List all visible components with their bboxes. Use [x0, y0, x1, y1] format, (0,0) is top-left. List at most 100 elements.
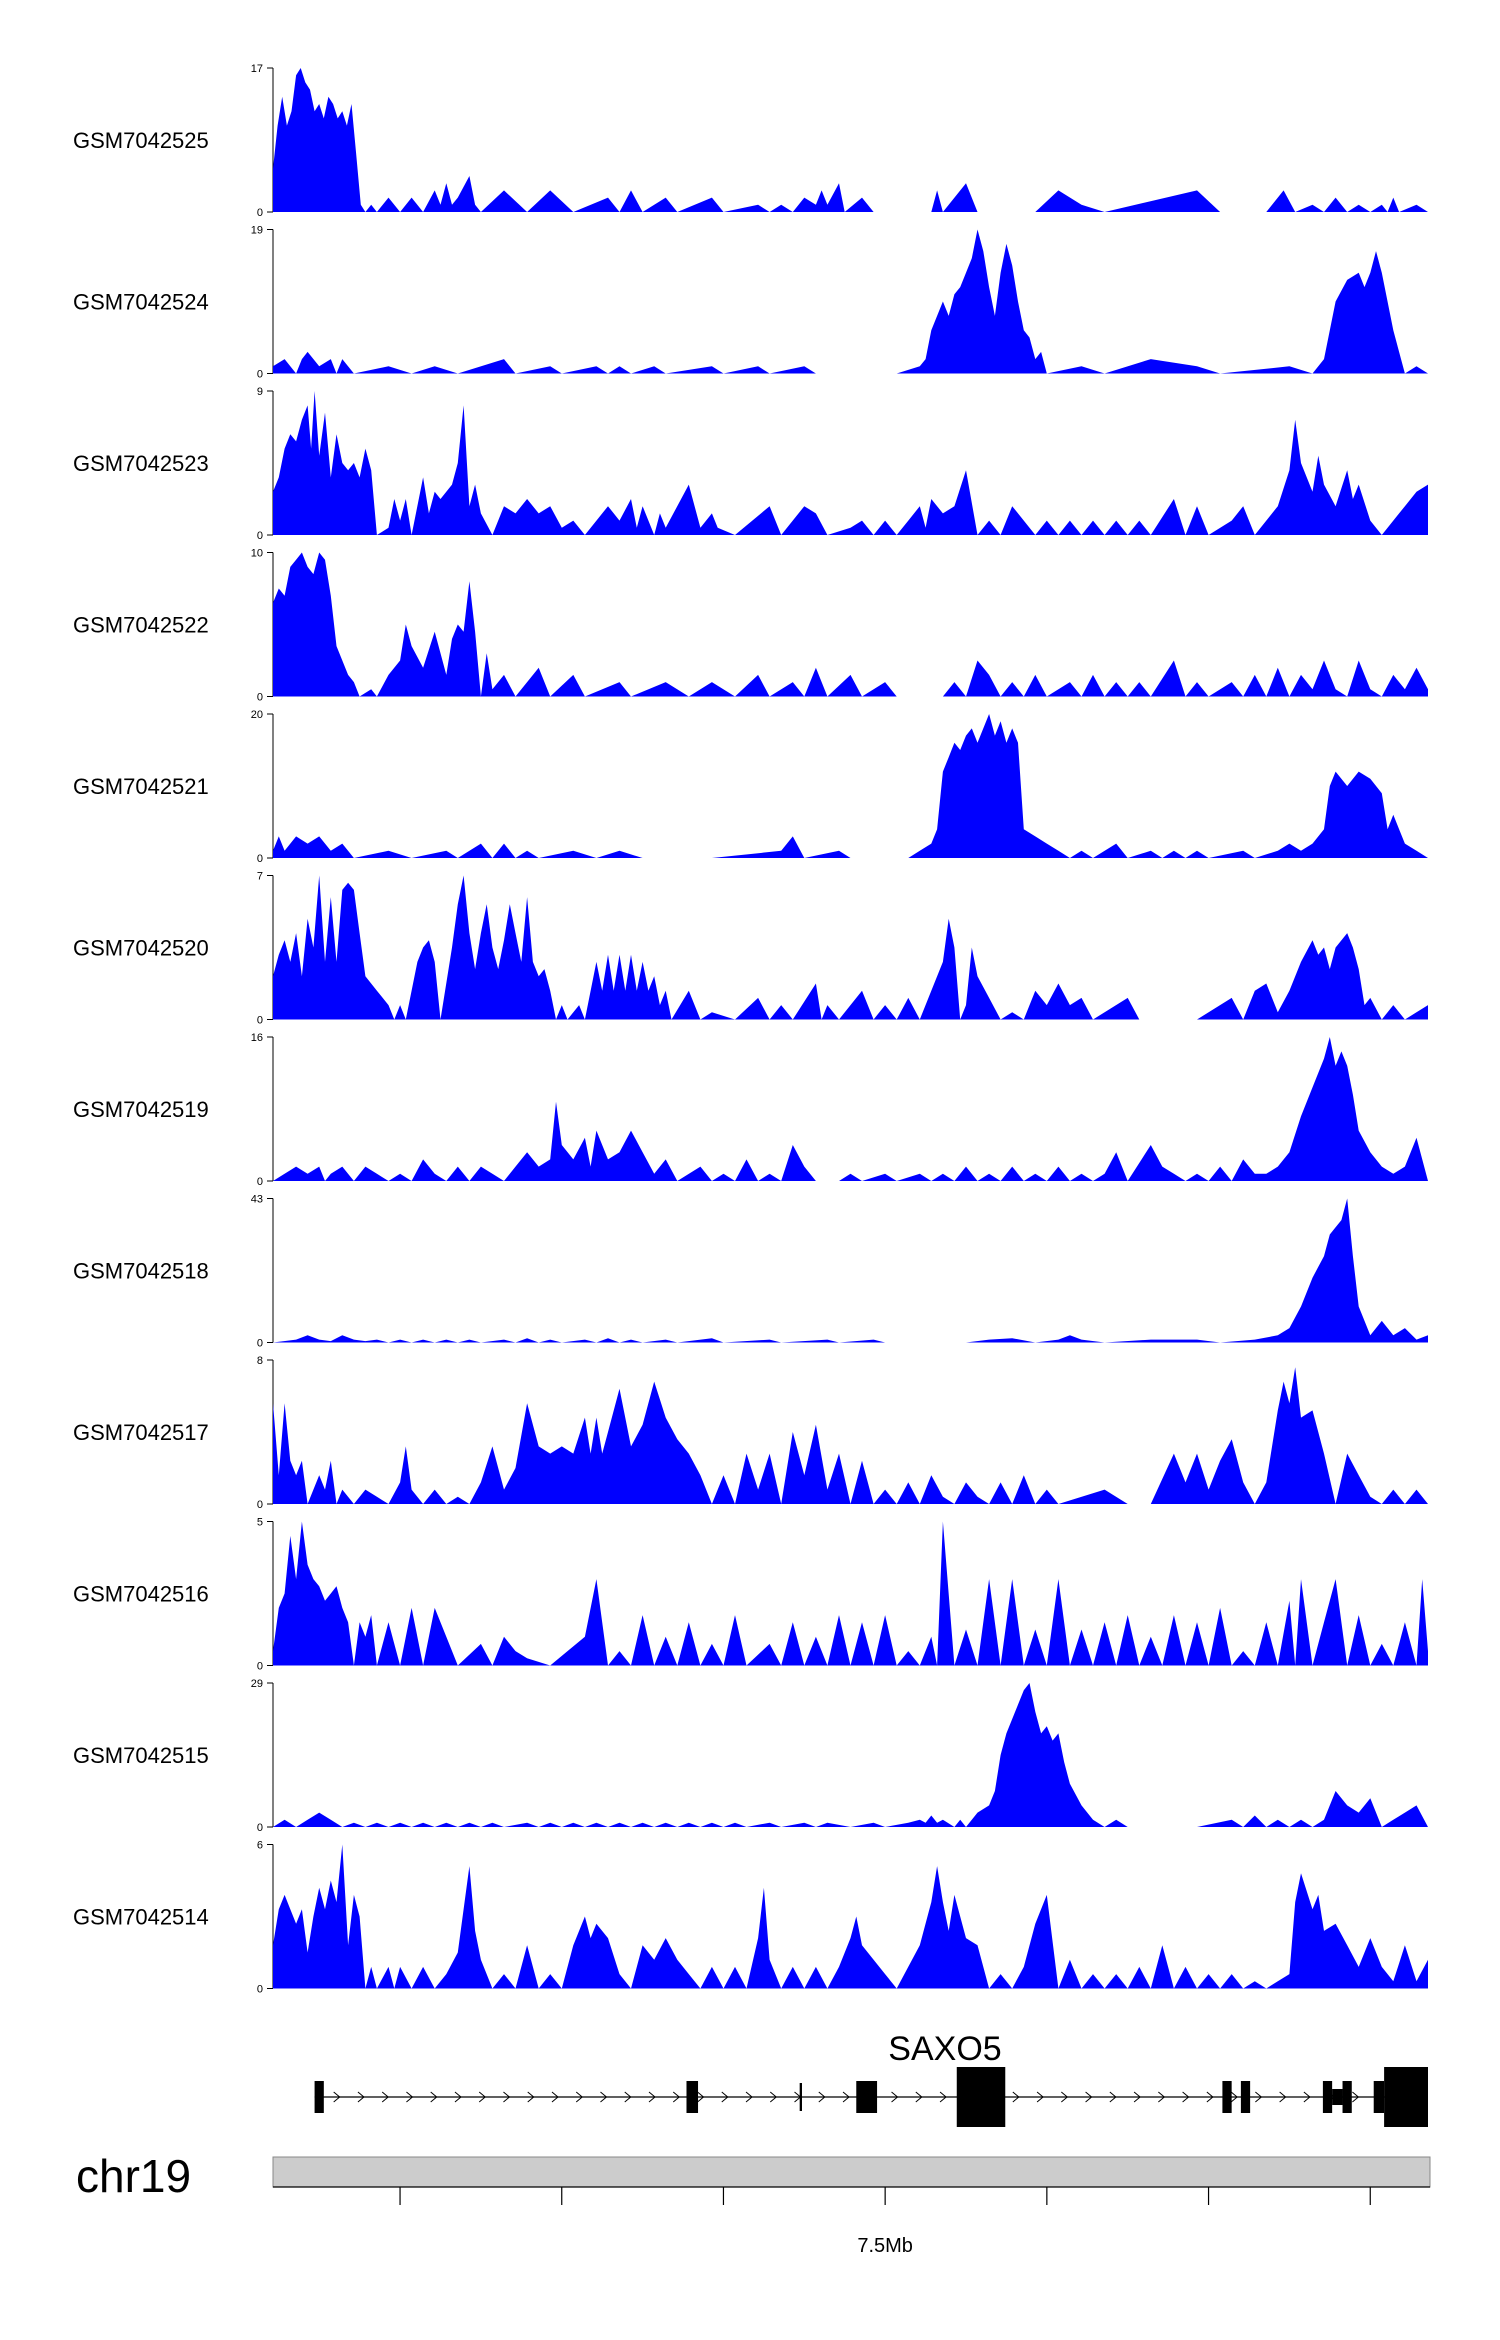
strand-arrow	[624, 2091, 632, 2103]
coverage-area	[273, 1198, 1428, 1343]
y-min-label: 0	[257, 1661, 263, 1673]
strand-arrow	[600, 2091, 608, 2103]
y-max-label: 16	[251, 1032, 263, 1044]
y-max-label: 19	[251, 225, 263, 237]
exon	[314, 2081, 324, 2113]
track-label: GSM7042519	[73, 1097, 209, 1122]
strand-arrow	[1303, 2091, 1311, 2103]
strand-arrow	[333, 2091, 341, 2103]
y-min-label: 0	[257, 1499, 263, 1511]
strand-arrow	[454, 2091, 462, 2103]
axis-tick-label: 7.5Mb	[857, 2235, 913, 2257]
coverage-track: GSM7042522 10 0	[73, 548, 1428, 704]
y-max-label: 6	[257, 1840, 263, 1852]
strand-arrow	[1230, 2091, 1238, 2103]
track-label: GSM7042520	[73, 936, 209, 961]
strand-arrow	[1352, 2091, 1360, 2103]
strand-arrow	[1279, 2091, 1287, 2103]
coverage-area	[273, 1683, 1428, 1827]
y-max-label: 8	[257, 1355, 263, 1367]
coverage-track: GSM7042521 20 0	[73, 709, 1428, 865]
coverage-track: GSM7042517 8 0	[73, 1355, 1428, 1511]
track-label: GSM7042525	[73, 128, 209, 153]
y-min-label: 0	[257, 1822, 263, 1834]
strand-arrow	[1036, 2091, 1044, 2103]
y-min-label: 0	[257, 692, 263, 704]
exon	[1240, 2081, 1251, 2113]
y-min-label: 0	[257, 207, 263, 219]
y-max-label: 29	[251, 1678, 263, 1690]
strand-arrow	[648, 2091, 656, 2103]
strand-arrow	[357, 2091, 365, 2103]
strand-arrow	[1158, 2091, 1166, 2103]
strand-arrow	[430, 2091, 438, 2103]
strand-arrow	[697, 2091, 705, 2103]
y-max-label: 7	[257, 871, 263, 883]
track-label: GSM7042523	[73, 451, 209, 476]
coverage-area	[273, 391, 1428, 535]
strand-arrow	[406, 2091, 414, 2103]
strand-arrow	[1061, 2091, 1069, 2103]
coverage-track: GSM7042520 7 0	[73, 871, 1428, 1027]
strand-arrow	[745, 2091, 753, 2103]
y-min-label: 0	[257, 1338, 263, 1350]
strand-arrow	[503, 2091, 511, 2103]
strand-arrow	[1206, 2091, 1214, 2103]
coverage-area	[273, 229, 1428, 374]
y-max-label: 9	[257, 386, 263, 398]
exon	[799, 2083, 802, 2111]
track-label: GSM7042515	[73, 1743, 209, 1768]
exon-coding	[1384, 2067, 1428, 2127]
y-min-label: 0	[257, 853, 263, 865]
coverage-track: GSM7042514 6 0	[73, 1840, 1428, 1996]
coverage-track: GSM7042519 16 0	[73, 1032, 1428, 1188]
coverage-area	[273, 1037, 1428, 1181]
y-min-label: 0	[257, 369, 263, 381]
coverage-track: GSM7042516 5 0	[73, 1517, 1428, 1673]
coverage-area	[273, 1844, 1428, 1989]
strand-arrow	[1012, 2091, 1020, 2103]
track-label: GSM7042524	[73, 290, 209, 315]
y-max-label: 20	[251, 709, 263, 721]
strand-arrow	[527, 2091, 535, 2103]
strand-arrow	[818, 2091, 826, 2103]
y-min-label: 0	[257, 1176, 263, 1188]
strand-arrow	[672, 2091, 681, 2103]
exon	[686, 2081, 699, 2113]
y-min-label: 0	[257, 1984, 263, 1996]
exon	[856, 2081, 878, 2113]
strand-arrow	[939, 2091, 947, 2103]
coverage-area	[273, 68, 1428, 212]
exon	[1222, 2081, 1232, 2113]
gene-track: SAXO5	[314, 2030, 1428, 2127]
chromosome-label: chr19	[76, 2150, 191, 2202]
track-label: GSM7042517	[73, 1420, 209, 1445]
exon	[1373, 2081, 1385, 2113]
coverage-track: GSM7042523 9 0	[73, 386, 1428, 542]
track-label: GSM7042518	[73, 1259, 209, 1284]
exon	[1332, 2089, 1343, 2105]
coverage-area	[273, 1521, 1428, 1666]
coverage-area	[273, 552, 1428, 697]
strand-arrow	[1085, 2091, 1093, 2103]
strand-arrow	[551, 2091, 559, 2103]
y-min-label: 0	[257, 530, 263, 542]
strand-arrow	[915, 2091, 923, 2103]
chromosome-bar	[272, 2156, 1431, 2188]
y-max-label: 17	[251, 63, 263, 75]
coverage-area	[273, 714, 1428, 858]
chromosome-axis-track: chr19 7.5Mb	[76, 2150, 1431, 2257]
coverage-track: GSM7042518 43 0	[73, 1194, 1428, 1350]
strand-arrow	[478, 2091, 486, 2103]
strand-arrow	[1182, 2091, 1190, 2103]
coverage-track: GSM7042525 17 0	[73, 63, 1428, 219]
coverage-track: GSM7042524 19 0	[73, 225, 1428, 381]
track-label: GSM7042514	[73, 1905, 209, 1930]
strand-arrow	[721, 2091, 729, 2103]
strand-arrow	[381, 2091, 389, 2103]
strand-arrow	[769, 2091, 778, 2103]
exon	[1342, 2081, 1352, 2113]
strand-arrow	[842, 2091, 850, 2103]
track-label: GSM7042521	[73, 774, 209, 799]
